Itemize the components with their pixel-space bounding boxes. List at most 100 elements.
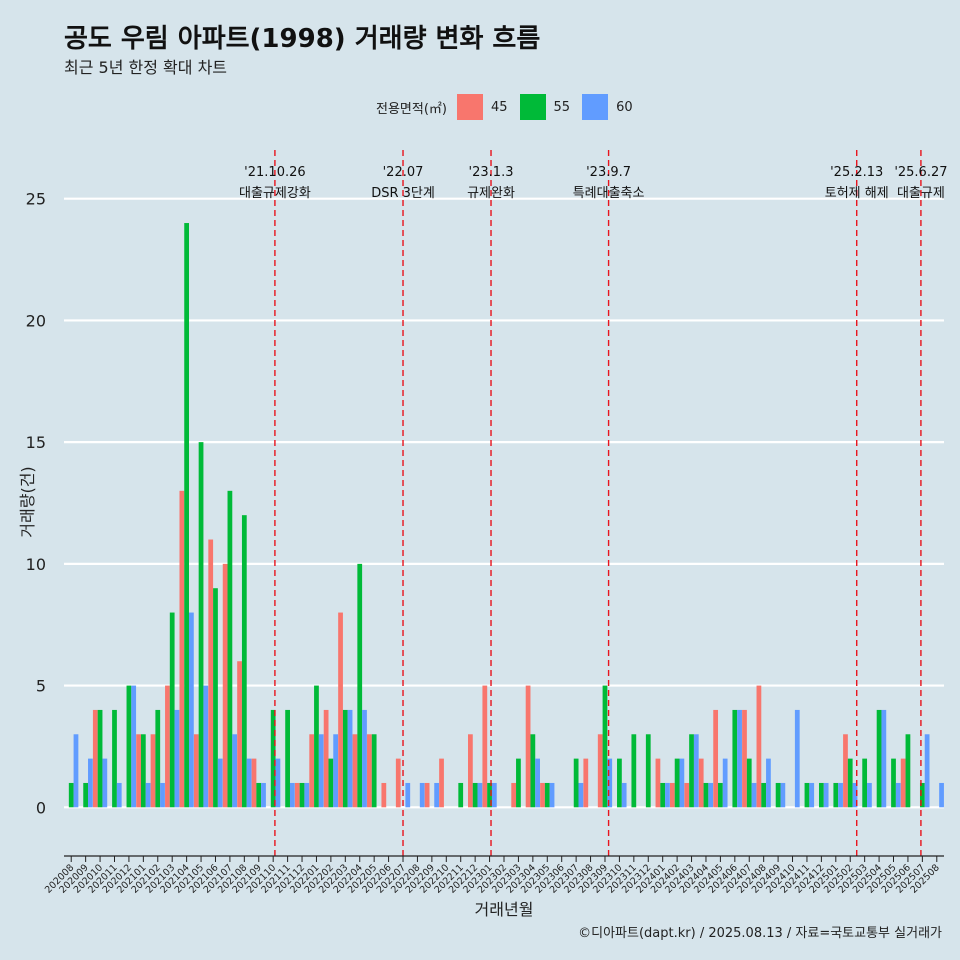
bar-60-202209 <box>434 782 440 808</box>
bar-55-202305 <box>544 782 550 808</box>
bar-45-202401 <box>655 758 661 808</box>
bar-60-202503 <box>867 782 872 808</box>
legend-key-45 <box>456 94 483 120</box>
y-tick-label: 0 <box>36 798 46 817</box>
legend-item-60: 60 <box>582 94 633 120</box>
bar-55-202404 <box>703 782 709 808</box>
y-tick-label: 15 <box>26 433 46 452</box>
legend-label-45: 45 <box>490 99 508 115</box>
bar-60-202203 <box>347 709 353 808</box>
bar-60-202107 <box>232 734 238 808</box>
bar-55-202205 <box>371 734 377 808</box>
bar-45-202309 <box>597 734 603 808</box>
grid-lines <box>64 197 944 809</box>
annotation-date: '21.10.26 <box>244 165 305 180</box>
bar-60-202409 <box>780 782 786 808</box>
bar-60-202103 <box>174 709 180 808</box>
bar-45-202201 <box>309 734 315 808</box>
bar-55-202403 <box>689 734 694 808</box>
bar-55-202011 <box>112 709 117 808</box>
bar-45-202106 <box>208 539 214 808</box>
bar-55-202108 <box>241 515 247 808</box>
annotation-date: '25.2.13 <box>830 165 883 180</box>
bar-45-202405 <box>713 709 719 808</box>
bar-60-202010 <box>102 758 108 808</box>
bar-60-202505 <box>895 782 901 808</box>
bar-45-202206 <box>381 782 387 808</box>
bar-55-202412 <box>818 782 824 808</box>
annotation-label: 특례대출축소 <box>573 186 645 201</box>
bar-60-202011 <box>116 782 122 808</box>
bar-60-202110 <box>275 758 281 808</box>
bars <box>68 223 944 808</box>
bar-60-202507 <box>924 734 930 808</box>
bar-45-202108 <box>237 661 242 808</box>
annotations: '21.10.26 대출규제강화 '22.07 DSR 3단계 '23.1.3 규제완화 '… <box>239 150 948 856</box>
bar-55-202505 <box>891 758 896 808</box>
bar-45-202408 <box>756 685 762 808</box>
bar-60-202105 <box>203 685 209 808</box>
bar-45-202204 <box>352 734 358 808</box>
legend-item-45: 45 <box>456 94 508 120</box>
bar-55-202104 <box>184 223 190 808</box>
y-tick-label: 25 <box>26 190 46 209</box>
bar-45-202212 <box>468 734 473 808</box>
bar-55-202401 <box>660 782 666 808</box>
bar-45-202304 <box>525 685 531 808</box>
bar-45-202102 <box>150 734 156 808</box>
bar-45-202303 <box>511 782 517 808</box>
bar-55-202105 <box>198 442 204 808</box>
y-tick-label: 20 <box>26 311 46 330</box>
bar-60-202112 <box>304 782 310 808</box>
bar-55-202202 <box>328 758 334 808</box>
bar-45-202010 <box>92 709 98 808</box>
bar-55-202109 <box>256 782 262 808</box>
bar-55-202203 <box>342 709 348 808</box>
bar-60-202104 <box>189 612 194 808</box>
bar-60-202109 <box>261 782 266 808</box>
bar-45-202209 <box>424 782 430 808</box>
legend-label-55: 55 <box>553 99 571 115</box>
bar-45-202301 <box>482 685 488 808</box>
bar-45-202109 <box>251 758 257 808</box>
bar-55-202008 <box>68 782 74 808</box>
bar-60-202301 <box>491 782 497 808</box>
bar-60-202212 <box>477 782 483 808</box>
bar-55-202303 <box>516 758 521 808</box>
bar-60-202208 <box>419 782 425 808</box>
bar-45-202502 <box>843 734 848 808</box>
bar-45-202402 <box>669 782 675 808</box>
bar-45-202305 <box>540 782 545 808</box>
bar-60-202207 <box>405 782 411 808</box>
bar-60-202012 <box>131 685 137 808</box>
bar-55-202501 <box>833 782 839 808</box>
bar-45-202205 <box>367 734 372 808</box>
bar-55-202101 <box>140 734 146 808</box>
bar-55-202309 <box>602 685 608 808</box>
legend-key-60 <box>582 94 609 120</box>
bar-60-202405 <box>722 758 728 808</box>
bar-60-202111 <box>289 782 295 808</box>
bar-60-202504 <box>881 709 887 808</box>
bar-45-202203 <box>338 612 343 808</box>
bar-60-202102 <box>160 782 165 808</box>
bar-60-202204 <box>362 709 367 808</box>
annotation-date: '23.9.7 <box>586 165 631 180</box>
bar-55-202405 <box>718 782 723 808</box>
bar-55-202409 <box>775 782 781 808</box>
bar-55-202310 <box>617 758 622 808</box>
bar-55-202211 <box>458 782 464 808</box>
bar-45-202210 <box>439 758 444 808</box>
y-tick-label: 5 <box>36 677 46 696</box>
bar-55-202506 <box>905 734 911 808</box>
bar-60-202309 <box>607 758 613 808</box>
bar-60-202411 <box>809 782 815 808</box>
bar-55-202010 <box>97 709 103 808</box>
bar-55-202406 <box>732 709 738 808</box>
legend: 전용면적(㎡) 45 55 60 <box>376 92 645 122</box>
bar-45-202103 <box>165 685 170 808</box>
bar-55-202201 <box>314 685 319 808</box>
bar-60-202106 <box>217 758 223 808</box>
bar-60-202410 <box>794 709 800 808</box>
